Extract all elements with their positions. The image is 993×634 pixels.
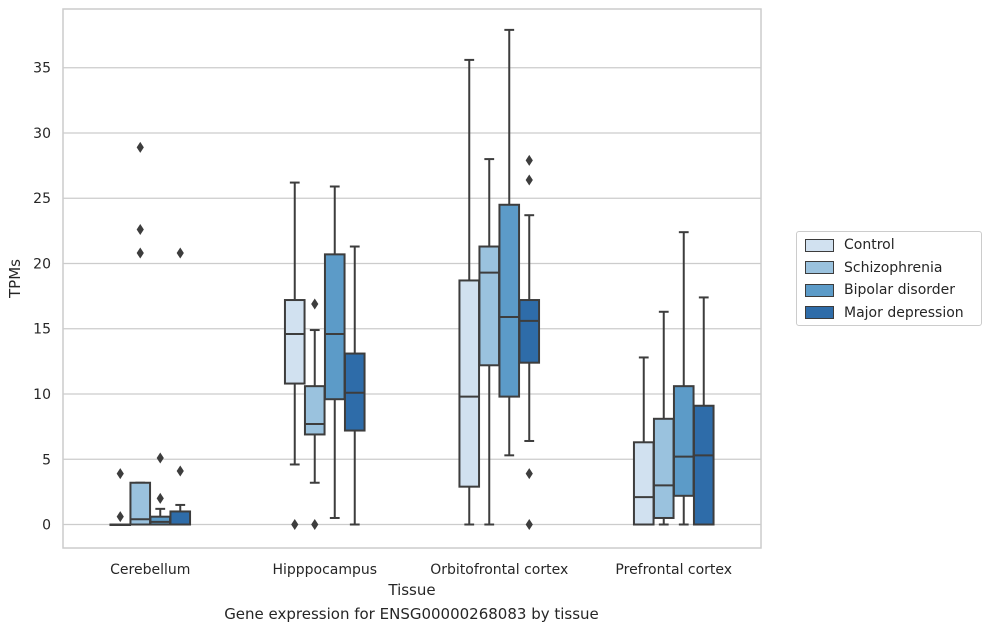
y-tick-label: 30: [33, 126, 51, 142]
box-body: [129, 481, 152, 526]
box-bipolar-disorder: [149, 452, 172, 526]
box-schizophrenia: [129, 141, 152, 526]
outlier-point: [176, 465, 184, 477]
legend-item: Major depression: [805, 303, 964, 323]
box-body: [518, 299, 541, 364]
grid-lines: [63, 67, 761, 526]
y-tick-label: 5: [42, 452, 51, 468]
x-tick-label: Prefrontal cortex: [615, 562, 732, 578]
box-bipolar-disorder: [672, 231, 695, 526]
box-body: [692, 404, 715, 526]
box-body: [652, 417, 675, 519]
box-control: [632, 356, 655, 526]
outlier-point: [525, 174, 533, 186]
box-body: [478, 245, 501, 367]
x-tick-labels: Cerebellum Hipppocampus Orbitofrontal cort…: [110, 562, 732, 578]
y-tick-label: 35: [33, 61, 51, 77]
box-body: [283, 299, 306, 385]
box-control: [109, 468, 132, 527]
box-major-depression: [692, 296, 715, 526]
y-tick-label: 20: [33, 256, 51, 272]
box-schizophrenia: [652, 310, 675, 526]
legend-swatch: [805, 306, 834, 319]
box-body: [498, 203, 521, 398]
outlier-point: [136, 141, 144, 153]
boxes: [109, 28, 715, 531]
box-body: [458, 279, 481, 488]
outlier-point: [136, 224, 144, 236]
y-tick-label: 10: [33, 387, 51, 403]
box-body: [632, 441, 655, 526]
legend-swatch: [805, 283, 834, 297]
box-bipolar-disorder: [498, 28, 521, 457]
y-tick-label: 0: [42, 518, 51, 534]
y-axis-label: TPMs: [6, 259, 24, 299]
legend-item: Schizophrenia: [805, 258, 942, 278]
outlier-point: [525, 154, 533, 166]
outlier-point: [116, 511, 124, 523]
box-body: [169, 510, 192, 526]
box-bipolar-disorder: [323, 185, 346, 519]
box-major-depression: [518, 154, 541, 531]
box-body: [149, 515, 172, 526]
x-tick-label: Hipppocampus: [272, 562, 377, 578]
outlier-point: [156, 492, 164, 504]
x-axis-label: Tissue: [387, 581, 435, 599]
outlier-point: [156, 452, 164, 464]
plot-frame: [62, 8, 762, 549]
legend-label: Control: [844, 237, 895, 253]
box-major-depression: [169, 247, 192, 526]
outlier-point: [136, 247, 144, 259]
outlier-point: [291, 519, 299, 531]
box-body: [672, 385, 695, 497]
y-tick-label: 25: [33, 191, 51, 207]
outlier-point: [311, 519, 319, 531]
box-body: [303, 385, 326, 436]
box-major-depression: [343, 245, 366, 526]
outlier-point: [525, 468, 533, 480]
outlier-point: [176, 247, 184, 259]
box-control: [458, 58, 481, 526]
x-tick-label: Cerebellum: [110, 562, 190, 578]
outlier-point: [116, 468, 124, 480]
legend-item: Control: [805, 235, 895, 255]
legend-label: Schizophrenia: [844, 259, 943, 276]
box-schizophrenia: [303, 298, 326, 531]
box-control: [283, 181, 306, 531]
outlier-point: [311, 298, 319, 310]
y-tick-labels: 0 5 10 15 20 25 30 35: [33, 61, 51, 534]
legend: Control Schizophrenia Bipolar disorder Majo…: [796, 231, 982, 326]
legend-label: Bipolar disorder: [844, 282, 956, 298]
legend-swatch: [805, 261, 834, 274]
y-tick-label: 15: [33, 322, 51, 338]
outlier-point: [525, 519, 533, 531]
box-schizophrenia: [478, 158, 501, 526]
x-tick-label: Orbitofrontal cortex: [430, 562, 568, 578]
legend-item: Bipolar disorder: [805, 280, 955, 300]
box-body: [323, 253, 346, 401]
legend-label: Major depression: [844, 304, 964, 321]
chart-caption: Gene expression for ENSG00000268083 by t…: [224, 605, 599, 623]
legend-swatch: [805, 238, 834, 252]
